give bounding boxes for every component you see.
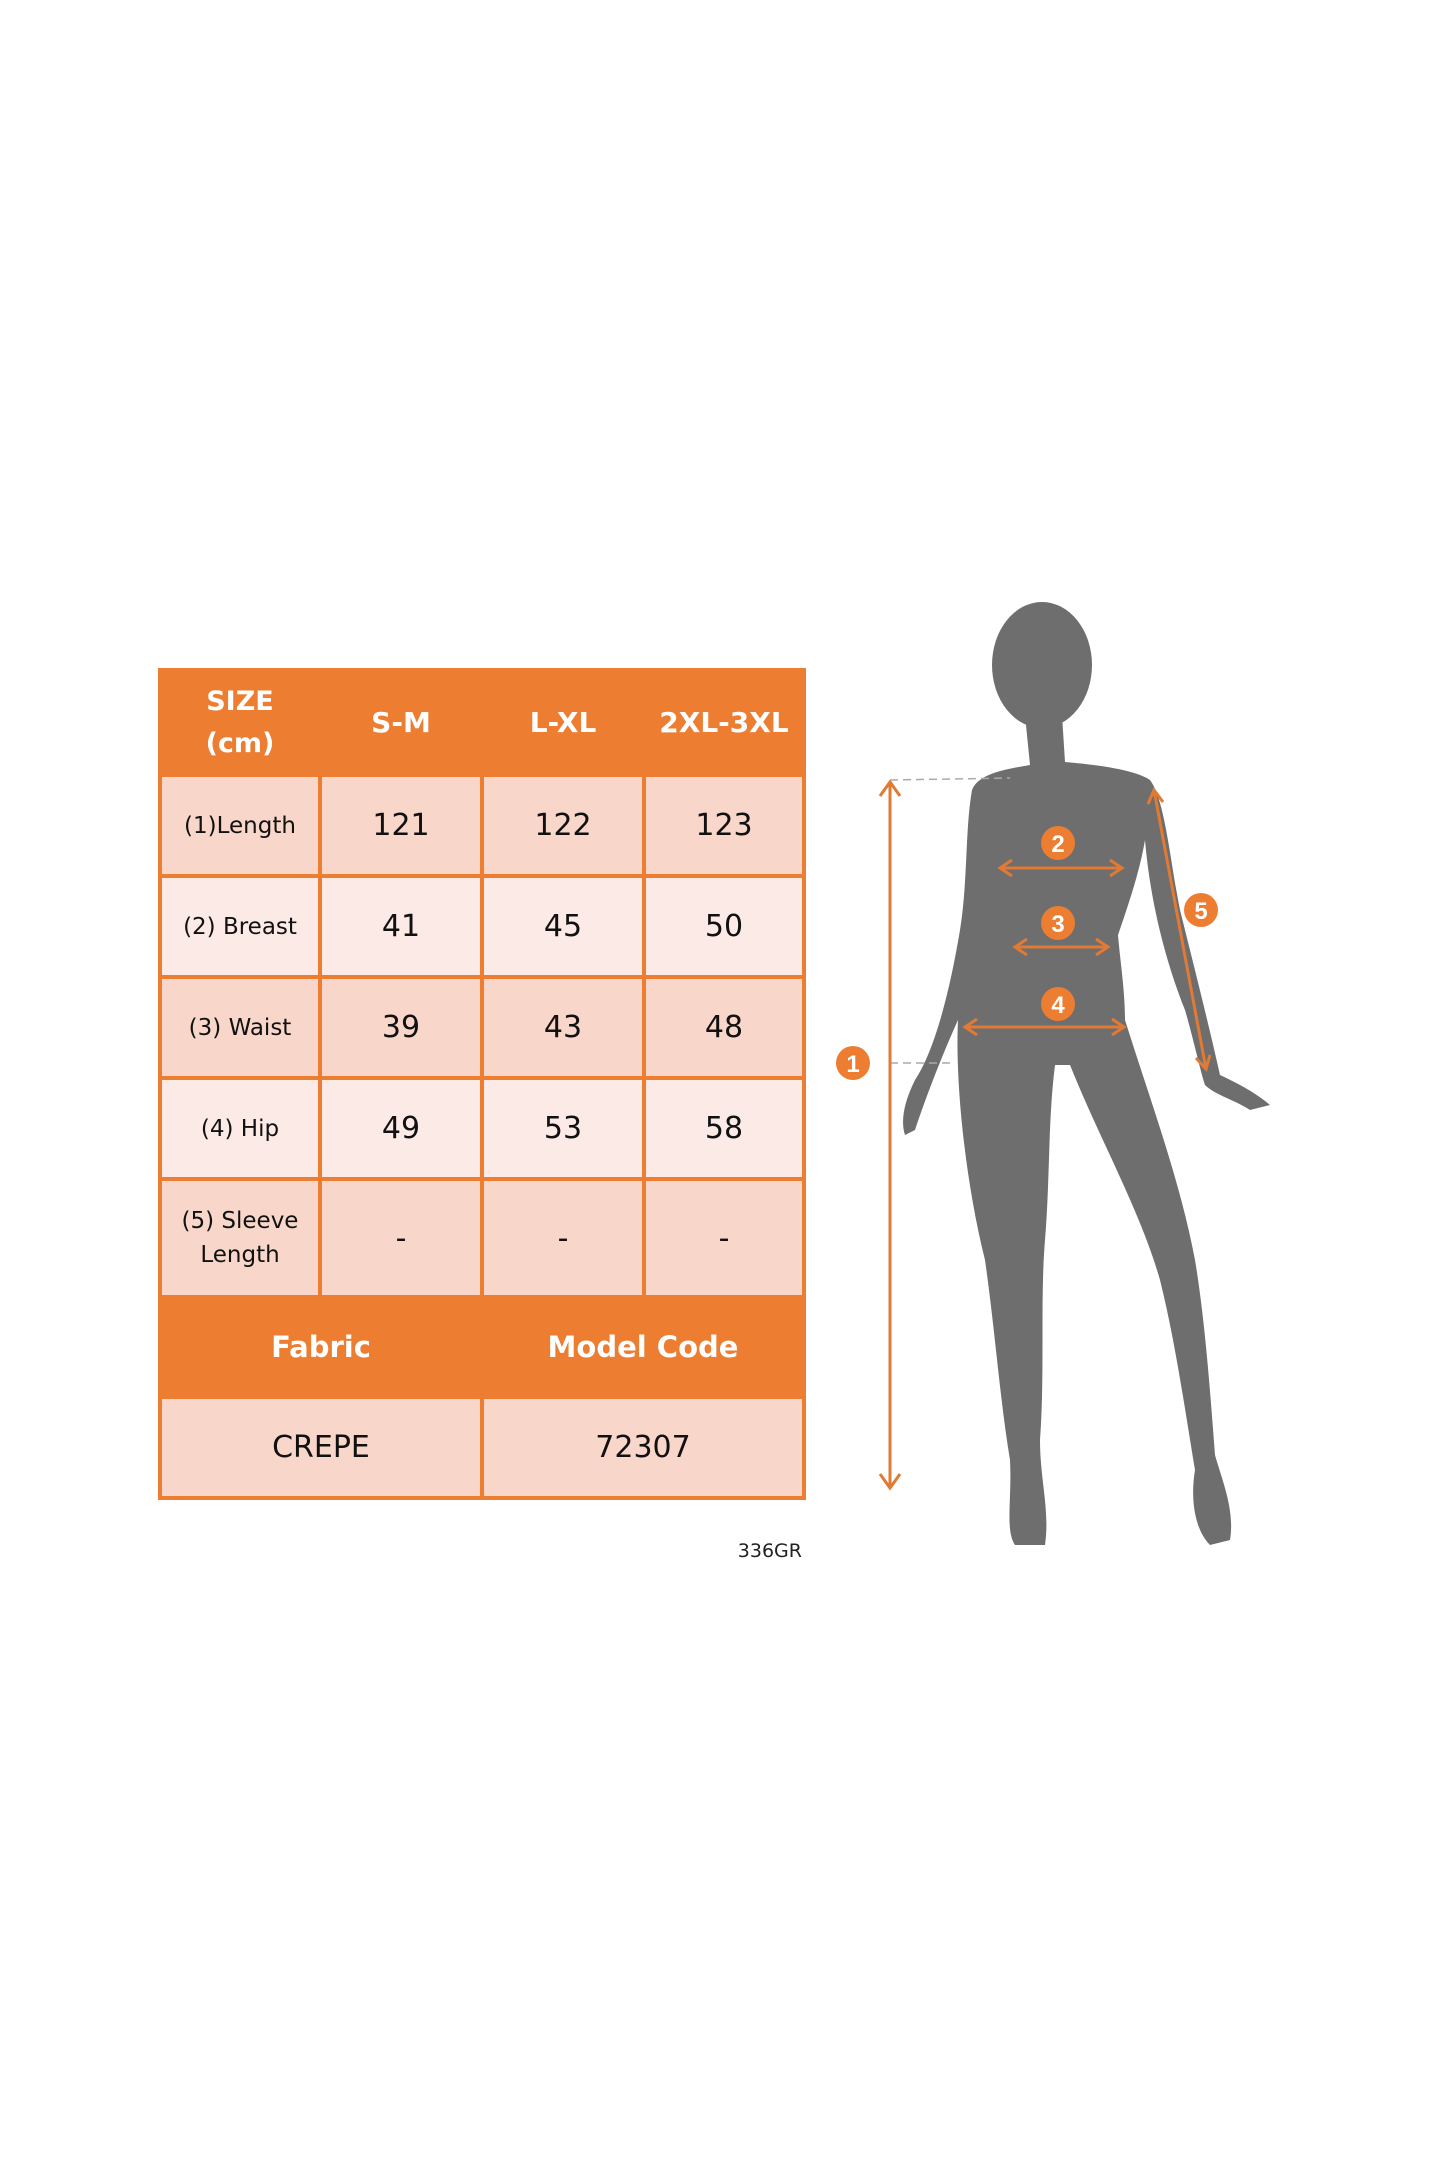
- cell: -: [318, 1177, 484, 1299]
- fabric-value: CREPE: [158, 1395, 484, 1500]
- measurement-arrows: [878, 777, 1212, 1491]
- marker-5-label: 5: [1194, 898, 1207, 925]
- marker-1-badge: [836, 1046, 870, 1080]
- marker-4-label: 4: [1051, 992, 1065, 1019]
- cell: 122: [480, 773, 646, 878]
- table-row: (4) Hip 49 53 58: [158, 1076, 806, 1181]
- cell: 43: [480, 975, 646, 1080]
- cell: 58: [642, 1076, 806, 1181]
- unit-label: (cm): [205, 727, 275, 759]
- cell: 39: [318, 975, 484, 1080]
- size-header: SIZE (cm): [158, 668, 322, 777]
- row-label: (5) Sleeve Length: [158, 1177, 322, 1299]
- fabric-header-row: Fabric Model Code: [158, 1295, 806, 1399]
- cell: 45: [480, 874, 646, 979]
- body-silhouette: [903, 602, 1270, 1545]
- table-row: (1)Length 121 122 123: [158, 773, 806, 878]
- cell: 53: [480, 1076, 646, 1181]
- measurement-markers: 1 2 3 4 5: [836, 826, 1218, 1080]
- breast-arrow: [997, 858, 1125, 878]
- cell: 41: [318, 874, 484, 979]
- size-chart-table: SIZE (cm) S-M L-XL 2XL-3XL (1)Length 121 …: [158, 668, 806, 1500]
- marker-2-label: 2: [1051, 831, 1064, 858]
- model-code-value: 72307: [480, 1395, 806, 1500]
- sleeve-arrow: [1146, 787, 1212, 1073]
- cell: -: [480, 1177, 646, 1299]
- marker-5-badge: [1184, 893, 1218, 927]
- column-header: S-M: [318, 668, 484, 777]
- marker-3-label: 3: [1051, 911, 1064, 938]
- fabric-row: CREPE 72307: [158, 1395, 806, 1500]
- fabric-header: Fabric: [158, 1295, 484, 1399]
- cell: 48: [642, 975, 806, 1080]
- body: [903, 715, 1270, 1545]
- row-label-line: Length: [200, 1242, 280, 1268]
- table-row: (5) Sleeve Length - - -: [158, 1177, 806, 1299]
- marker-1-label: 1: [846, 1051, 859, 1078]
- cell: 123: [642, 773, 806, 878]
- row-label: (4) Hip: [158, 1076, 322, 1181]
- waist-arrow: [1012, 937, 1111, 957]
- marker-2-badge: [1041, 826, 1075, 860]
- row-label-line: (5) Sleeve: [181, 1208, 299, 1234]
- head: [992, 602, 1092, 728]
- row-label: (2) Breast: [158, 874, 322, 979]
- column-header: 2XL-3XL: [642, 668, 806, 777]
- size-label: SIZE: [206, 685, 274, 717]
- length-arrow: [878, 779, 902, 1491]
- column-header: L-XL: [480, 668, 646, 777]
- cell: 49: [318, 1076, 484, 1181]
- cell: 50: [642, 874, 806, 979]
- row-label: (1)Length: [158, 773, 322, 878]
- length-guide-top: [889, 777, 1011, 781]
- marker-4-badge: [1041, 987, 1075, 1021]
- model-code-header: Model Code: [480, 1295, 806, 1399]
- row-label: (3) Waist: [158, 975, 322, 1080]
- cell: -: [642, 1177, 806, 1299]
- table-row: (3) Waist 39 43 48: [158, 975, 806, 1080]
- hip-arrow: [962, 1017, 1127, 1037]
- product-code-mark: 336GR: [737, 1540, 802, 1562]
- header-row: SIZE (cm) S-M L-XL 2XL-3XL: [158, 668, 806, 777]
- marker-3-badge: [1041, 906, 1075, 940]
- table-row: (2) Breast 41 45 50: [158, 874, 806, 979]
- cell: 121: [318, 773, 484, 878]
